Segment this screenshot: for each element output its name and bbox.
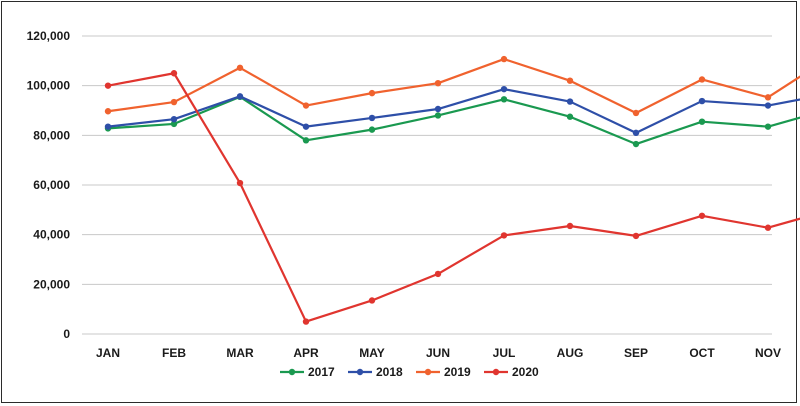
gridlines — [82, 35, 772, 335]
data-point — [698, 97, 706, 105]
x-tick-label: AUG — [557, 346, 584, 360]
data-point — [764, 94, 772, 101]
data-point — [500, 55, 508, 63]
series-line — [107, 57, 800, 115]
data-point — [170, 98, 178, 106]
x-tick-label: OCT — [689, 346, 715, 360]
data-point — [632, 140, 640, 148]
y-tick-label: 80,000 — [33, 128, 70, 142]
legend-label: 2019 — [444, 365, 471, 379]
y-tick-label: 0 — [63, 327, 70, 341]
data-point — [104, 108, 112, 115]
x-axis-ticks: JANFEBMARAPRMAYJUNJULAUGSEPOCTNOVDEC — [96, 346, 781, 360]
data-point — [566, 113, 574, 120]
series-2017 — [104, 93, 800, 148]
legend-marker — [492, 368, 500, 376]
legend-label: 2018 — [376, 365, 403, 379]
data-point — [500, 232, 508, 239]
data-point — [434, 105, 442, 113]
series-lines — [104, 55, 800, 325]
legend: 2017 2018 2019 2020 — [280, 365, 539, 379]
series-line — [107, 88, 800, 134]
data-point — [566, 98, 574, 105]
data-point — [302, 137, 310, 144]
data-point — [632, 129, 640, 137]
data-point — [500, 85, 508, 93]
data-point — [434, 112, 442, 119]
x-tick-label: MAR — [226, 346, 254, 360]
series-line — [107, 72, 800, 323]
data-point — [368, 114, 376, 122]
x-tick-label: NOV — [755, 346, 781, 360]
data-point — [500, 96, 508, 103]
data-point — [302, 318, 310, 325]
y-tick-label: 20,000 — [33, 277, 70, 291]
data-point — [698, 76, 706, 83]
legend-marker — [356, 368, 364, 376]
data-point — [764, 102, 772, 109]
legend-label: 2017 — [308, 365, 335, 379]
series-2019 — [104, 55, 800, 117]
y-tick-label: 60,000 — [33, 178, 70, 192]
x-tick-label: JAN — [96, 346, 120, 360]
data-point — [236, 93, 244, 100]
y-tick-label: 120,000 — [27, 29, 71, 43]
data-point — [434, 270, 442, 278]
x-tick-label: APR — [293, 346, 319, 360]
data-point — [632, 232, 640, 240]
legend-item-2020: 2020 — [484, 365, 539, 379]
data-point — [368, 89, 376, 97]
data-point — [632, 109, 640, 117]
data-point — [566, 222, 574, 230]
data-point — [698, 212, 706, 219]
data-point — [170, 115, 178, 123]
data-point — [302, 123, 310, 130]
y-tick-label: 40,000 — [33, 228, 70, 242]
data-point — [170, 70, 178, 77]
data-point — [368, 126, 376, 133]
series-2020 — [104, 70, 800, 325]
legend-item-2018: 2018 — [348, 365, 403, 379]
legend-label: 2020 — [512, 365, 539, 379]
series-2018 — [104, 85, 800, 137]
data-point — [566, 77, 574, 84]
data-point — [434, 79, 442, 87]
data-point — [698, 118, 706, 125]
x-tick-label: SEP — [624, 346, 648, 360]
data-point — [236, 64, 244, 71]
y-tick-label: 100,000 — [27, 79, 71, 93]
data-point — [104, 123, 112, 130]
legend-item-2019: 2019 — [416, 365, 471, 379]
data-point — [236, 179, 244, 187]
data-point — [302, 102, 310, 109]
legend-marker — [424, 368, 432, 376]
x-tick-label: JUL — [493, 346, 516, 360]
y-axis-ticks: 0 20,000 40,000 60,000 80,000 100,000 120,000 — [27, 29, 71, 341]
legend-item-2017: 2017 — [280, 365, 335, 379]
x-tick-label: JUN — [426, 346, 450, 360]
series-line — [107, 95, 800, 146]
data-point — [104, 82, 112, 89]
x-tick-label: FEB — [162, 346, 186, 360]
data-point — [764, 224, 772, 231]
x-tick-label: MAY — [359, 346, 385, 360]
data-point — [764, 123, 772, 130]
legend-marker — [288, 368, 296, 376]
data-point — [170, 120, 178, 128]
data-point — [368, 297, 376, 304]
